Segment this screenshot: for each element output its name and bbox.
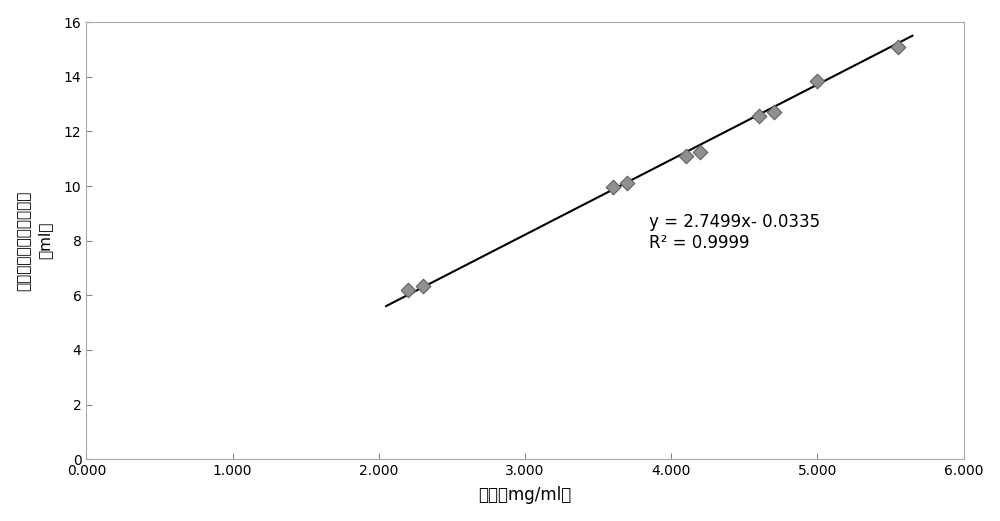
Point (751, 112, 767, 120)
Point (415, 281, 431, 290)
Point (766, 108, 782, 117)
Point (678, 152, 694, 160)
Point (619, 179, 635, 188)
Text: y = 2.7499x- 0.0335
R² = 0.9999: y = 2.7499x- 0.0335 R² = 0.9999 (649, 213, 820, 252)
Y-axis label: 消耗硒酸銀滴定液的体积
（ml）: 消耗硒酸銀滴定液的体积 （ml） (17, 191, 53, 291)
X-axis label: 浓度（mg/ml）: 浓度（mg/ml） (478, 486, 572, 504)
Point (605, 183, 621, 192)
Point (692, 148, 708, 156)
Point (890, 43, 906, 51)
Point (809, 77, 825, 85)
Point (400, 286, 416, 294)
